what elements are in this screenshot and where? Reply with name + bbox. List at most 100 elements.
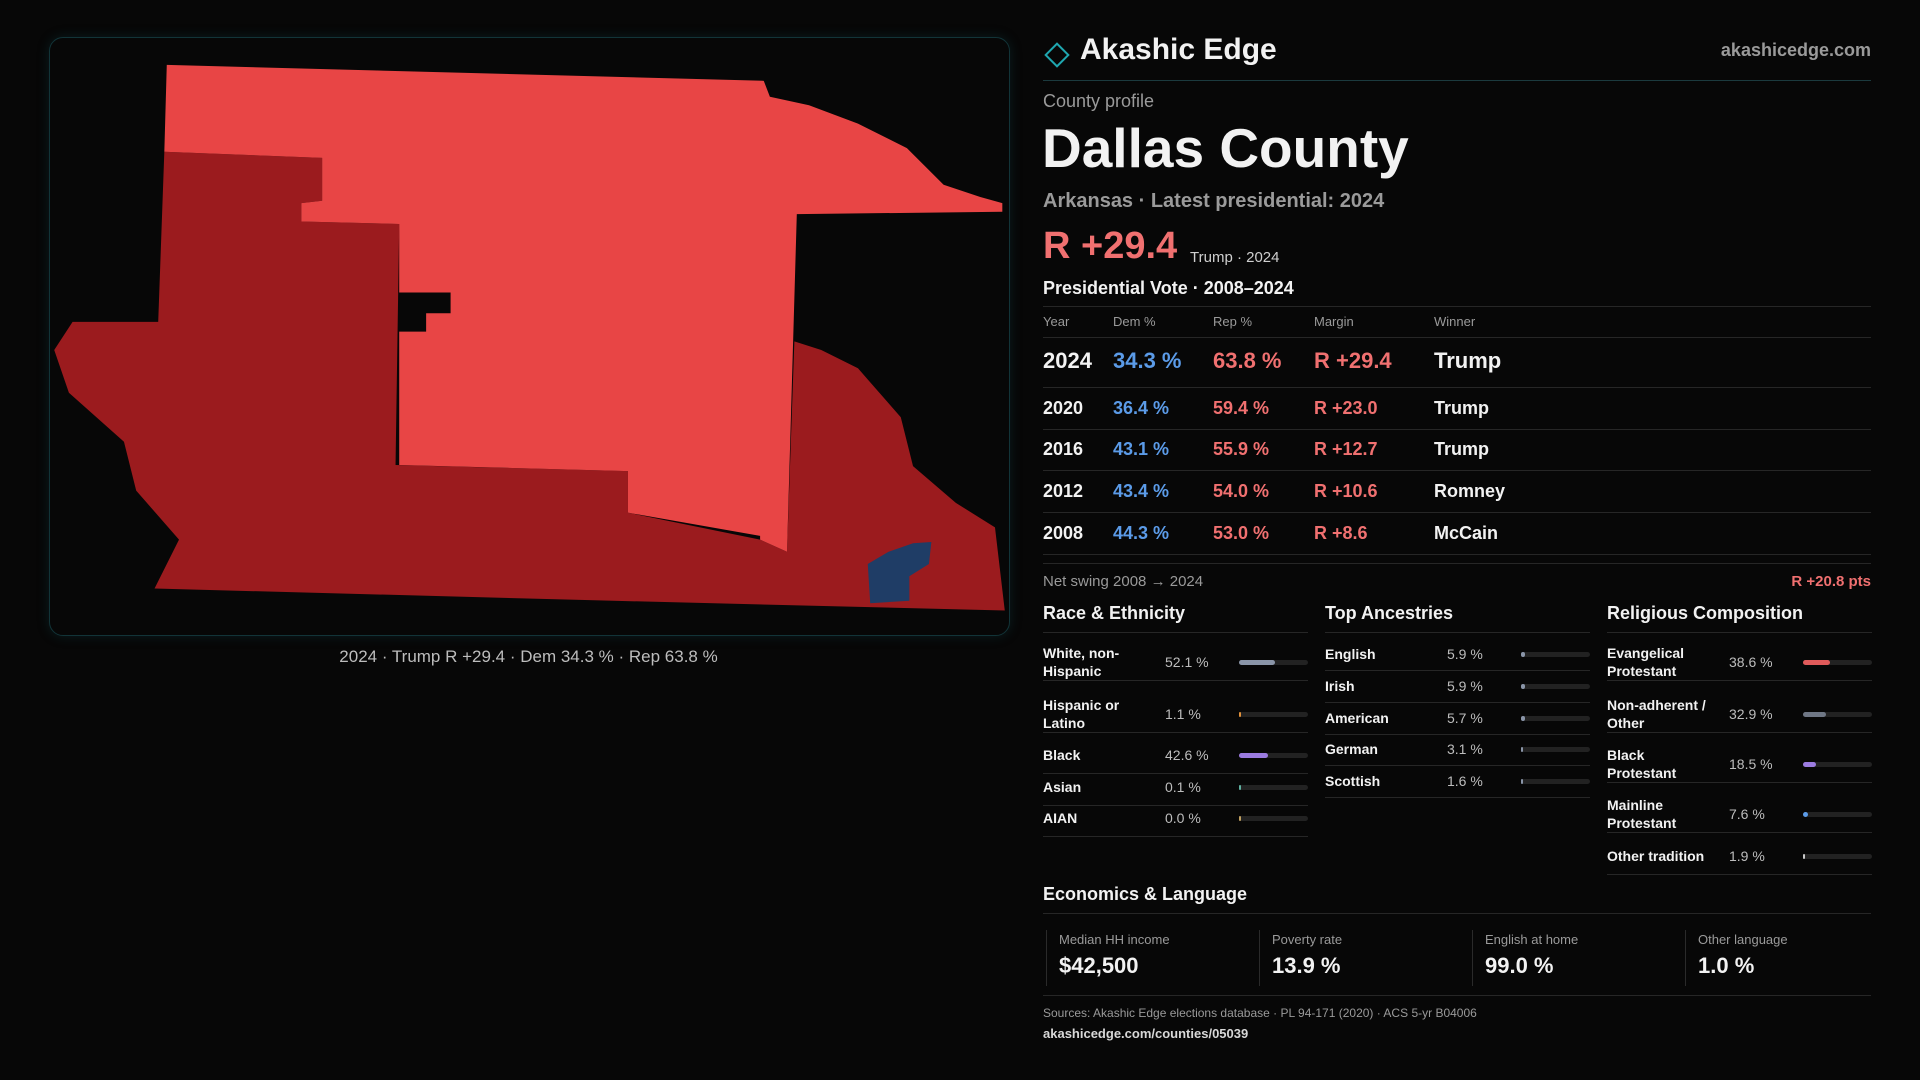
stat-label: Median HH income xyxy=(1059,932,1170,947)
divider xyxy=(1607,732,1872,733)
stat-value: 99.0 % xyxy=(1485,953,1554,978)
econ-title: Economics & Language xyxy=(1043,884,1248,904)
stat-label: Poverty rate xyxy=(1272,932,1343,947)
table-cell: 2020 xyxy=(1043,398,1084,418)
table-cell: 53.0 % xyxy=(1213,523,1270,543)
row-label: White, non-Hispanic xyxy=(1043,645,1120,679)
table-cell: Trump xyxy=(1434,348,1502,373)
bar-track xyxy=(1803,712,1872,717)
divider xyxy=(1043,732,1308,733)
bar xyxy=(1521,716,1525,721)
bar-track xyxy=(1803,812,1872,817)
bar xyxy=(1239,712,1241,717)
table-cell: 54.0 % xyxy=(1213,481,1270,501)
row-value: 18.5 % xyxy=(1729,756,1773,772)
table-cell: 36.4 % xyxy=(1113,398,1170,418)
bar-track xyxy=(1239,753,1308,758)
site-link[interactable]: akashicedge.com xyxy=(1720,40,1871,60)
divider xyxy=(1043,680,1308,681)
stat-card xyxy=(1046,930,1247,986)
row-value: 5.7 % xyxy=(1447,710,1483,726)
table-cell: R +10.6 xyxy=(1314,481,1378,501)
table-cell: 2024 xyxy=(1043,348,1092,373)
row-label: Other tradition xyxy=(1607,848,1705,864)
bar-track xyxy=(1239,712,1308,717)
divider xyxy=(1043,554,1871,555)
table-cell: 59.4 % xyxy=(1213,398,1270,418)
divider xyxy=(1325,702,1590,703)
bar xyxy=(1803,854,1805,859)
stat-card xyxy=(1472,930,1673,986)
bar xyxy=(1803,812,1809,817)
section-title: Race & Ethnicity xyxy=(1043,603,1186,623)
row-label: Black xyxy=(1043,747,1081,763)
table-cell: 2012 xyxy=(1043,481,1084,501)
row-label: American xyxy=(1325,710,1389,726)
row-label: AIAN xyxy=(1043,810,1078,826)
bar xyxy=(1239,785,1241,790)
table-cell: R +23.0 xyxy=(1314,398,1378,418)
row-value: 42.6 % xyxy=(1165,747,1209,763)
source-url[interactable]: akashicedge.com/counties/05039 xyxy=(1043,1026,1249,1041)
divider xyxy=(1325,670,1590,671)
table-header: Winner xyxy=(1434,314,1476,329)
precinct-dark xyxy=(54,151,1005,611)
table-cell: 44.3 % xyxy=(1113,523,1170,543)
bar-track xyxy=(1521,747,1590,752)
table-header: Year xyxy=(1043,314,1070,329)
divider xyxy=(1043,429,1871,430)
bar-track xyxy=(1521,779,1590,784)
headline-margin: R +29.4 xyxy=(1043,225,1178,267)
row-value: 38.6 % xyxy=(1729,654,1773,670)
bar xyxy=(1521,747,1524,752)
table-cell: 2008 xyxy=(1043,523,1084,543)
bar-track xyxy=(1803,762,1872,767)
bar xyxy=(1803,762,1816,767)
table-header: Dem % xyxy=(1113,314,1156,329)
brand: Akashic Edge xyxy=(1080,33,1277,66)
divider xyxy=(1607,874,1872,875)
row-value: 1.6 % xyxy=(1447,773,1483,789)
county-title: Dallas County xyxy=(1042,117,1409,179)
table-cell: 34.3 % xyxy=(1113,348,1182,373)
sources: Sources: Akashic Edge elections database… xyxy=(1043,1006,1477,1020)
table-cell: 43.4 % xyxy=(1113,481,1170,501)
row-value: 5.9 % xyxy=(1447,678,1483,694)
bar-track xyxy=(1803,854,1872,859)
table-cell: R +8.6 xyxy=(1314,523,1368,543)
divider xyxy=(1607,632,1872,633)
swing-value: R +20.8 pts xyxy=(1791,573,1871,590)
map-panel xyxy=(49,37,1010,636)
row-value: 5.9 % xyxy=(1447,646,1483,662)
row-label: Mainline Protestant xyxy=(1607,797,1677,831)
table-header: Rep % xyxy=(1213,314,1253,329)
bar-track xyxy=(1239,785,1308,790)
divider xyxy=(1043,563,1871,564)
row-label: Scottish xyxy=(1325,773,1381,789)
table-cell: Trump xyxy=(1434,398,1490,418)
row-label: Hispanic or Latino xyxy=(1043,697,1120,731)
table-cell: Romney xyxy=(1434,481,1506,501)
row-label: Non-adherent / Other xyxy=(1607,697,1706,731)
row-value: 3.1 % xyxy=(1447,741,1483,757)
divider xyxy=(1607,782,1872,783)
stat-card xyxy=(1685,930,1886,986)
precinct-blue xyxy=(867,542,932,604)
bar xyxy=(1521,779,1523,784)
bar-track xyxy=(1239,816,1308,821)
row-label: Evangelical Protestant xyxy=(1607,645,1685,679)
bar xyxy=(1239,660,1275,665)
row-value: 7.6 % xyxy=(1729,806,1765,822)
row-value: 0.1 % xyxy=(1165,779,1201,795)
table-cell: R +12.7 xyxy=(1314,439,1378,459)
divider xyxy=(1043,337,1871,338)
divider xyxy=(1325,765,1590,766)
section-title: Religious Composition xyxy=(1607,603,1803,623)
stat-card xyxy=(1259,930,1460,986)
row-label: German xyxy=(1325,741,1378,757)
subtitle: Arkansas · Latest presidential: 2024 xyxy=(1043,190,1385,212)
divider xyxy=(1325,734,1590,735)
row-label: Asian xyxy=(1043,779,1082,795)
divider xyxy=(1043,773,1308,774)
logo xyxy=(1044,42,1070,68)
